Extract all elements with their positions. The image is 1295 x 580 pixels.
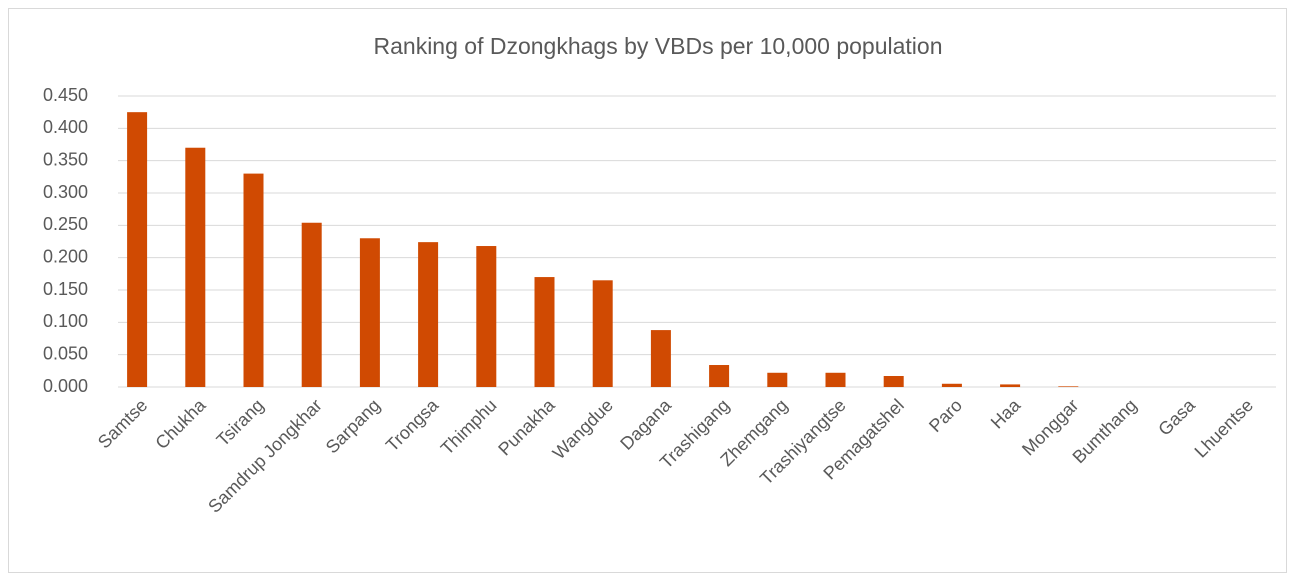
y-tick-label: 0.400 [43,117,88,137]
bar [650,330,671,387]
y-tick-label: 0.200 [43,246,88,266]
y-tick-label: 0.050 [43,343,88,363]
chart-title: Ranking of Dzongkhags by VBDs per 10,000… [374,33,943,59]
bar [185,147,206,387]
bar [243,173,264,387]
bar [1000,384,1021,387]
bar [592,280,613,387]
bar [418,242,439,387]
bar [127,112,148,388]
bar [709,365,730,387]
y-tick-label: 0.450 [43,85,88,105]
y-tick-label: 0.350 [43,149,88,169]
bar [825,372,846,387]
bar [941,383,962,387]
bar [301,222,322,387]
y-tick-label: 0.150 [43,279,88,299]
bar [359,238,380,387]
y-tick-label: 0.250 [43,214,88,234]
bar [476,246,497,387]
bar [1058,386,1079,387]
bar [534,277,555,387]
y-tick-label: 0.100 [43,311,88,331]
y-tick-label: 0.000 [43,376,88,396]
bar [883,376,904,387]
bar [767,372,788,387]
y-tick-label: 0.300 [43,182,88,202]
